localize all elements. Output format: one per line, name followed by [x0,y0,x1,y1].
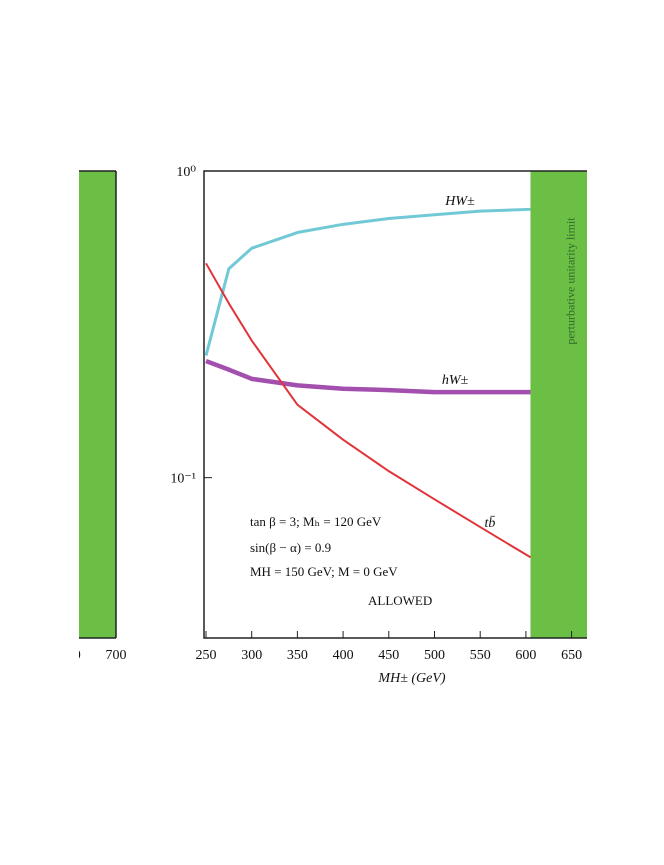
series-label: hW± [442,373,469,388]
unitarity-band [530,171,587,638]
x-tick-label: 250 [196,648,217,663]
x-tick-label: 400 [333,648,354,663]
x-tick-label: 500 [424,648,445,663]
x-tick-label: 550 [470,648,491,663]
annotation: ALLOWED [368,593,432,608]
annotation: sin(β − α) = 0.9 [250,540,331,555]
x-tick-label: 650 [561,648,582,663]
unitarity-band [79,171,117,638]
x-tick-label: 350 [287,648,308,663]
x-tick-label: 600 [515,648,536,663]
left-panel [79,170,117,639]
series-label: HW± [444,194,475,209]
series-line [205,358,531,395]
x-tick-label: 300 [241,648,262,663]
band-label: perturbative unitarity limit [563,217,577,345]
y-tick-label: 10⁰ [176,165,196,180]
annotation: MH = 150 GeV; M = 0 GeV [250,564,398,579]
series-line [205,262,531,559]
plot-frame [203,170,587,639]
series-line [204,207,531,357]
y-tick-label: 10⁻¹ [170,472,196,487]
annotation: tan β = 3; Mₕ = 120 GeV [250,514,382,529]
x-axis-label: MH± (GeV) [377,671,445,686]
x-tick-label: 650 [60,648,81,663]
right-panel: perturbative unitarity limit [203,170,587,639]
series-label: tb̄ [485,515,496,531]
x-tick-label: 700 [106,648,127,663]
x-tick-label: 450 [378,648,399,663]
